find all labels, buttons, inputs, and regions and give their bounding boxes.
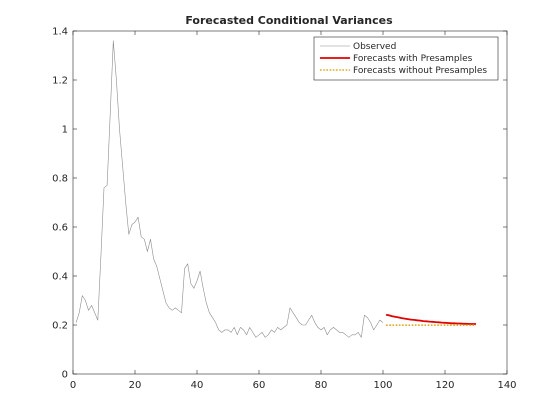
x-tick-label: 100: [373, 380, 392, 391]
x-tick-label: 40: [191, 380, 204, 391]
y-tick-label: 1: [62, 125, 68, 136]
x-tick-label: 60: [253, 380, 266, 391]
legend: Observed Forecasts with Presamples Forecas…: [313, 36, 499, 81]
y-tick-label: 0.8: [52, 174, 68, 185]
y-tick-label: 1.2: [52, 76, 68, 87]
chart-title: Forecasted Conditional Variances: [185, 14, 393, 27]
plot-area: [72, 30, 508, 375]
legend-label-1: Observed: [353, 42, 396, 52]
x-tick-label: 120: [435, 380, 454, 391]
axis-ticks: 0 20 40 60 80 100 120 140 0 0.2 0.4 0.6 0.8 1 1.2 1.4: [52, 27, 516, 392]
x-tick-label: 140: [497, 380, 516, 391]
y-tick-label: 0.6: [52, 223, 68, 234]
series-line-1: [75, 40, 384, 338]
y-tick-label: 0.4: [52, 272, 68, 283]
y-tick-label: 0.2: [52, 321, 68, 332]
legend-label-2: Forecasts with Presamples: [353, 54, 473, 64]
legend-label-3: Forecasts without Presamples: [353, 66, 487, 76]
x-tick-label: 0: [70, 380, 76, 391]
x-tick-label: 20: [129, 380, 142, 391]
y-tick-label: 0: [62, 370, 68, 381]
series-lines: [75, 40, 476, 338]
x-tick-label: 80: [315, 380, 328, 391]
y-tick-label: 1.4: [52, 27, 68, 38]
series-line-2: [385, 313, 476, 325]
